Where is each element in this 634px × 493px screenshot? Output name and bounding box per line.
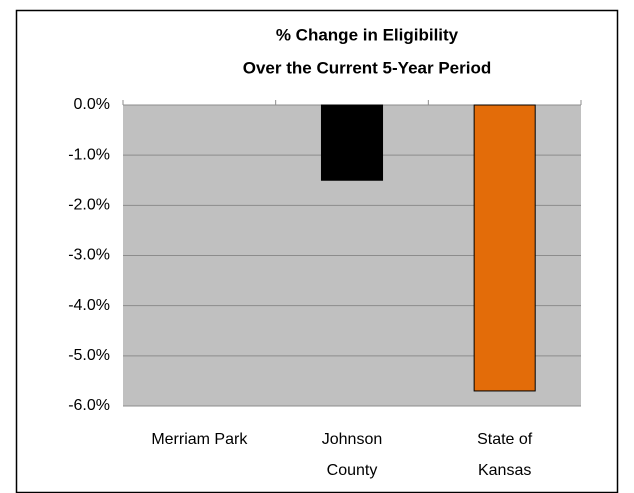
x-tick-label: Merriam Park <box>151 431 248 448</box>
chart-title: % Change in Eligibility <box>276 25 459 44</box>
y-tick-label: -1.0% <box>68 146 110 163</box>
y-tick-label: 0.0% <box>74 96 110 113</box>
y-tick-label: -2.0% <box>68 197 110 214</box>
y-tick-label: -5.0% <box>68 347 110 364</box>
bar <box>320 104 384 181</box>
y-tick-label: -6.0% <box>68 397 110 414</box>
chart-title: Over the Current 5-Year Period <box>243 58 491 77</box>
x-tick-label: State of <box>477 431 533 448</box>
bar <box>473 104 536 392</box>
x-tick-label: County <box>327 462 378 479</box>
y-tick-label: -4.0% <box>68 297 110 314</box>
x-tick-label: Kansas <box>478 462 531 479</box>
x-tick-label: Johnson <box>322 431 383 448</box>
y-tick-label: -3.0% <box>68 247 110 264</box>
